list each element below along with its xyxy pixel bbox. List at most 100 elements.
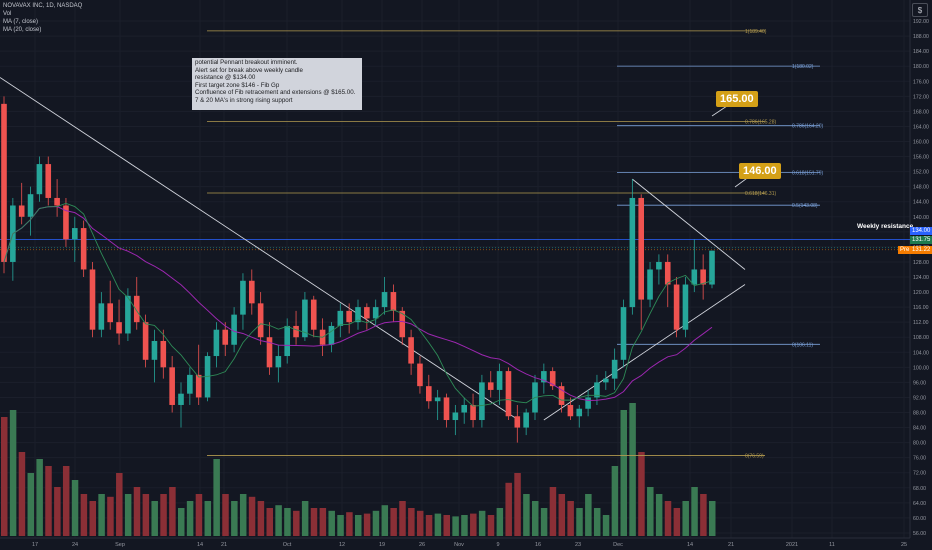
- volume-pane: [1, 403, 716, 536]
- fib-label: 0.786(165.28): [745, 120, 776, 126]
- fib-label: 1(180.02): [792, 64, 814, 70]
- volume-bar: [346, 512, 353, 536]
- y-tick-label: 60.00: [913, 516, 926, 522]
- y-tick-label: 188.00: [913, 34, 929, 40]
- y-tick-label: 104.00: [913, 350, 929, 356]
- candle: [107, 303, 113, 323]
- candle: [399, 310, 406, 338]
- candle: [72, 228, 78, 240]
- fib-label: 0.618(146.31): [745, 191, 776, 197]
- candle: [1, 103, 7, 262]
- ma-7-line: [3, 202, 713, 407]
- volume-bar: [36, 459, 43, 536]
- volume-bar: [443, 515, 450, 536]
- y-tick-label: 172.00: [913, 94, 929, 100]
- x-tick-label: 25: [901, 542, 907, 548]
- candle: [673, 284, 680, 330]
- x-tick-label: 19: [379, 542, 385, 548]
- candle: [620, 307, 627, 360]
- y-tick-label: 168.00: [913, 109, 929, 115]
- y-tick-label: 100.00: [913, 365, 929, 371]
- candle: [638, 197, 644, 300]
- volume-bar: [310, 508, 318, 536]
- note-line: Alert set for break above weekly candle: [195, 66, 303, 74]
- candle: [169, 367, 175, 405]
- x-tick-label: 24: [72, 542, 78, 548]
- x-tick-label: 17: [32, 542, 38, 548]
- y-tick-label: 128.00: [913, 260, 929, 266]
- candle: [541, 371, 547, 383]
- ma-fast-legend: MA (7, close): [3, 19, 39, 25]
- candle: [284, 325, 290, 357]
- volume-bar: [602, 515, 610, 536]
- candle: [125, 295, 131, 334]
- last-price-tag: 131.22: [910, 246, 932, 254]
- volume-bar: [195, 494, 203, 536]
- candle: [63, 205, 69, 240]
- x-tick-label: 12: [339, 542, 345, 548]
- volume-bar: [363, 513, 371, 536]
- candle: [98, 303, 105, 330]
- y-axis: 56.00 60.00 64.00 68.00 72.00 76.00 80.00 84.00…: [909, 0, 932, 550]
- candle: [576, 408, 583, 417]
- y-tick-label: 180.00: [913, 64, 929, 70]
- volume-bar: [700, 494, 707, 536]
- volume-bar: [470, 513, 477, 536]
- volume-bar: [673, 508, 681, 536]
- weekly-resistance-label: Weekly resistance: [857, 223, 914, 230]
- volume-bar: [178, 508, 185, 536]
- volume-bar: [204, 501, 212, 536]
- volume-bar: [434, 513, 442, 536]
- candle: [611, 359, 618, 379]
- candle: [80, 228, 87, 270]
- analysis-note: potential Pennant breakout imminent. Ale…: [192, 58, 362, 110]
- ma-20-line: [3, 206, 713, 401]
- candle: [151, 340, 158, 360]
- currency-icon[interactable]: $: [912, 3, 928, 17]
- candle: [240, 280, 246, 315]
- volume-bar: [664, 501, 672, 536]
- x-axis: 17 24 Sep 14 21 Oct 12 19 26 Nov 9 16 23 Dec 14 21 2021 1…: [0, 537, 910, 548]
- volume-bar: [266, 508, 273, 536]
- volume-bar: [372, 510, 380, 536]
- candle: [328, 325, 335, 345]
- candle: [381, 292, 388, 308]
- candle: [116, 322, 122, 334]
- volume-bar: [425, 515, 433, 536]
- volume-bar: [160, 494, 167, 536]
- volume-bar: [98, 494, 105, 536]
- volume-bar: [514, 473, 521, 536]
- target-callout-165: 165.00: [716, 91, 758, 107]
- candle: [523, 412, 529, 428]
- candle: [426, 386, 432, 402]
- pennant-support-line: [543, 284, 746, 421]
- volume-bar: [80, 494, 88, 536]
- candle: [585, 397, 591, 409]
- candle: [89, 269, 96, 330]
- y-tick-label: 108.00: [913, 335, 929, 341]
- volume-bar: [576, 508, 583, 536]
- volume-bar: [593, 508, 601, 536]
- volume-bar: [620, 410, 627, 536]
- volume-bar: [319, 508, 327, 536]
- candle: [36, 164, 43, 195]
- y-tick-label: 84.00: [913, 426, 926, 432]
- volume-bar: [213, 459, 220, 536]
- volume-bar: [532, 501, 539, 536]
- x-tick-label: Nov: [454, 542, 464, 548]
- y-tick-label: 156.00: [913, 155, 929, 161]
- candle: [549, 371, 556, 387]
- volume-bar: [399, 501, 406, 536]
- y-tick-label: 64.00: [913, 501, 926, 507]
- candle: [231, 314, 237, 345]
- candle: [249, 280, 255, 304]
- candle: [558, 386, 565, 405]
- candle: [629, 197, 636, 308]
- y-axis-bg: [910, 0, 932, 550]
- candle: [355, 307, 361, 323]
- volume-bar: [505, 482, 512, 536]
- candle: [302, 299, 308, 338]
- y-tick-label: 124.00: [913, 275, 929, 281]
- candle: [408, 337, 414, 364]
